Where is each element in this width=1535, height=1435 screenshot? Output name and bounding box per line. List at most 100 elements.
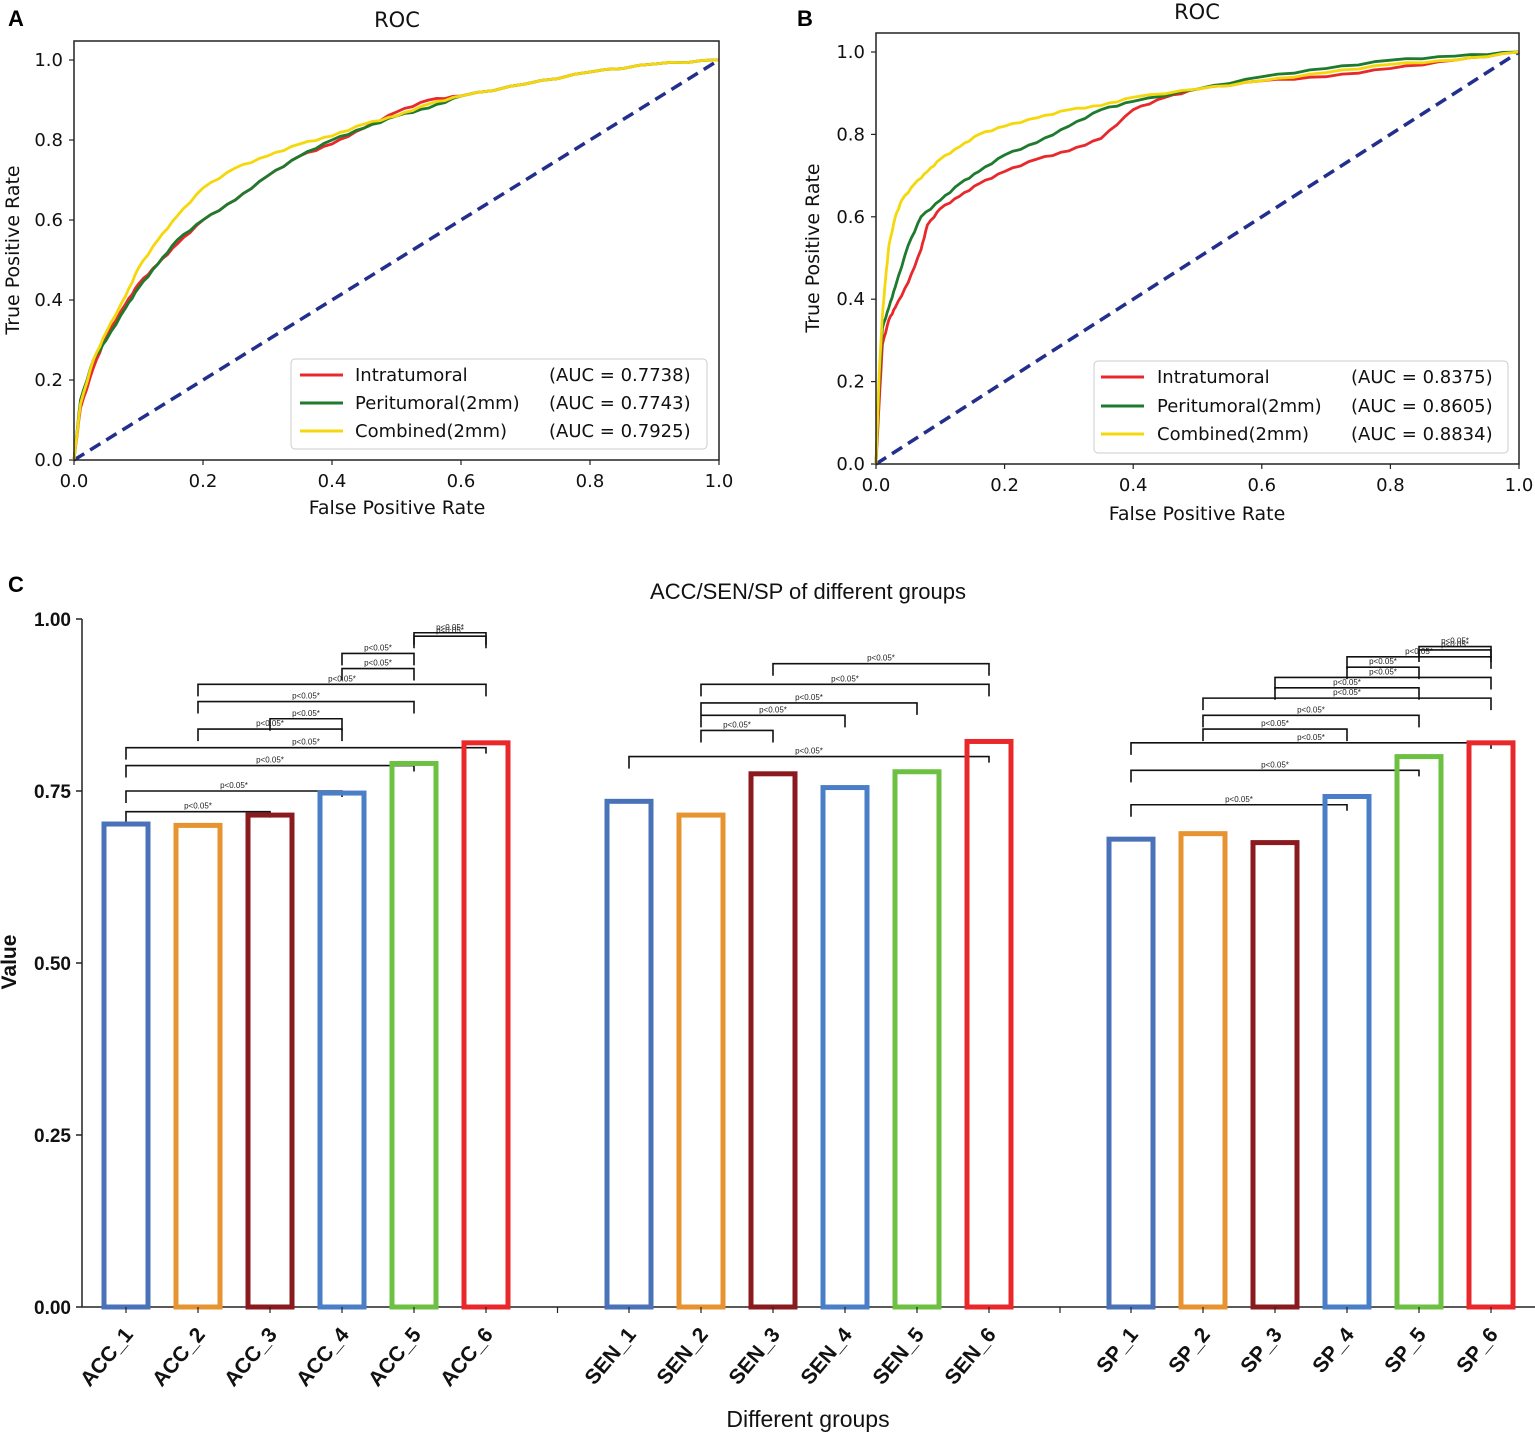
significance-bracket — [197, 683, 487, 697]
category-label: SP_1 — [1092, 1323, 1143, 1377]
roc-a-xtick-label: 0.0 — [60, 471, 89, 492]
significance-bracket — [1418, 645, 1492, 659]
roc-b-frame — [875, 32, 1520, 465]
significance-label: p<0.05* — [867, 654, 895, 663]
roc-b-ticks: 0.0 0.2 0.4 0.6 0.8 1.0 0.0 0.2 0.4 0.6 0.8 1.0 — [836, 42, 1533, 496]
bar-sp-4 — [1322, 794, 1372, 1310]
bar-c-xlabel: Different groups — [726, 1406, 889, 1432]
roc-b-curve-2 — [874, 50, 1520, 465]
significance-bracket — [628, 755, 990, 769]
bar-sp-2 — [1178, 831, 1228, 1310]
bar-c-bars — [101, 738, 1516, 1310]
roc-a-xtick-label: 0.8 — [576, 471, 605, 492]
bar-sen-1 — [604, 798, 654, 1310]
significance-label: p<0.05* — [364, 659, 392, 668]
category-label: ACC_6 — [436, 1323, 498, 1391]
roc-a-plot — [72, 58, 720, 462]
bar-acc-5 — [389, 760, 439, 1310]
significance-label: p<0.05* — [795, 693, 823, 702]
bar-c-yticks: 0.00 0.25 0.50 0.75 1.00 — [34, 610, 82, 1319]
significance-label: p<0.05* — [1369, 667, 1397, 676]
category-label: ACC_5 — [364, 1323, 426, 1391]
bar-sen-2 — [676, 812, 726, 1310]
category-label: SP_3 — [1236, 1323, 1287, 1377]
category-label: ACC_3 — [220, 1323, 282, 1391]
roc-a-frame — [73, 40, 720, 461]
bar-acc-2 — [173, 822, 223, 1310]
bar-acc-1 — [101, 821, 151, 1310]
bar-sp-1 — [1106, 836, 1156, 1310]
roc-a-ytick-label: 0.0 — [34, 450, 63, 471]
roc-b-title: ROC — [1174, 0, 1220, 24]
roc-a-legend-auc-3: (AUC = 0.7925) — [549, 421, 691, 442]
significance-bracket — [197, 728, 343, 742]
bar-sen-6 — [964, 738, 1014, 1310]
roc-b-xtick-label: 0.0 — [862, 475, 891, 496]
bar-sp-6 — [1466, 740, 1516, 1310]
significance-bracket — [413, 635, 487, 649]
bar-c-ytick-label: 0.50 — [34, 954, 71, 975]
significance-bracket — [700, 729, 774, 743]
significance-bracket — [1202, 697, 1492, 711]
bar-acc-4 — [317, 790, 367, 1310]
significance-bracket — [1130, 803, 1348, 817]
category-label: SEN_4 — [796, 1323, 857, 1389]
bar-c-categories: ACC_1 ACC_2 ACC_3 ACC_4 ACC_5 ACC_6 SEN_1 SEN_2… — [76, 1307, 1503, 1391]
bar-acc-3 — [245, 812, 295, 1310]
roc-a-ticks: 0.0 0.2 0.4 0.6 0.8 1.0 0.0 0.2 0.4 0.6 0.8 1.0 — [34, 50, 733, 492]
roc-b-ytick-label: 0.8 — [836, 124, 865, 145]
significance-label: p<0.05* — [292, 692, 320, 701]
significance-label: p<0.05* — [220, 781, 248, 790]
roc-b-ytick-label: 0.2 — [836, 372, 865, 393]
bar-c-title: ACC/SEN/SP of different groups — [650, 579, 966, 604]
significance-label: p<0.05* — [1297, 705, 1325, 714]
category-label: ACC_4 — [292, 1323, 354, 1391]
roc-a-ytick-label: 1.0 — [34, 50, 63, 71]
roc-chart-b: ROC False Positive Rate True Positive Ra… — [802, 0, 1533, 525]
roc-a-ytick-label: 0.4 — [34, 290, 63, 311]
significance-label: p<0.05* — [1441, 637, 1469, 646]
significance-bracket — [413, 631, 487, 645]
significance-bracket — [1346, 666, 1420, 680]
roc-b-chance-line — [875, 50, 1520, 466]
significance-bracket — [197, 700, 415, 714]
roc-b-legend-auc-1: (AUC = 0.8375) — [1351, 367, 1493, 388]
significance-label: p<0.05* — [436, 623, 464, 632]
roc-a-ytick-label: 0.2 — [34, 370, 63, 391]
roc-a-xtick-label: 0.6 — [447, 471, 476, 492]
bar-c-ytick-label: 0.75 — [34, 782, 71, 803]
significance-label: p<0.05* — [795, 747, 823, 756]
roc-b-curve-3 — [874, 50, 1520, 465]
roc-b-ytick-label: 0.0 — [836, 454, 865, 475]
bar-sp-5 — [1394, 754, 1444, 1310]
roc-b-ytick-label: 0.6 — [836, 207, 865, 228]
category-label: SP_2 — [1164, 1323, 1215, 1377]
roc-b-xtick-label: 0.4 — [1119, 475, 1148, 496]
significance-bracket — [341, 652, 415, 666]
roc-a-ylabel: True Positive Rate — [2, 165, 24, 335]
roc-chart-a: ROC False Positive Rate True Positive Ra… — [2, 8, 733, 519]
significance-label: p<0.05* — [759, 705, 787, 714]
significance-bracket — [700, 714, 846, 728]
significance-label: p<0.05* — [831, 674, 859, 683]
category-label: ACC_2 — [148, 1323, 210, 1391]
roc-b-legend-name-2: Peritumoral(2mm) — [1157, 396, 1322, 417]
significance-label: p<0.05* — [1333, 678, 1361, 687]
bar-sen-5 — [892, 769, 942, 1310]
roc-a-curve-3 — [72, 58, 720, 461]
roc-a-xtick-label: 0.4 — [318, 471, 347, 492]
roc-b-legend-auc-3: (AUC = 0.8834) — [1351, 424, 1493, 445]
roc-b-legend-auc-2: (AUC = 0.8605) — [1351, 396, 1493, 417]
significance-label: p<0.05* — [723, 720, 751, 729]
bar-c-ytick-label: 0.00 — [34, 1298, 71, 1319]
significance-label: p<0.05* — [1333, 688, 1361, 697]
category-label: SP_5 — [1380, 1323, 1431, 1377]
roc-a-legend-name-2: Peritumoral(2mm) — [355, 393, 520, 414]
panel-letter-b: B — [797, 6, 813, 31]
significance-label: p<0.05* — [364, 643, 392, 652]
panel-letter-a: A — [8, 6, 24, 31]
significance-bracket — [125, 764, 415, 778]
significance-label: p<0.05* — [256, 756, 284, 765]
category-label: SEN_1 — [580, 1323, 641, 1389]
